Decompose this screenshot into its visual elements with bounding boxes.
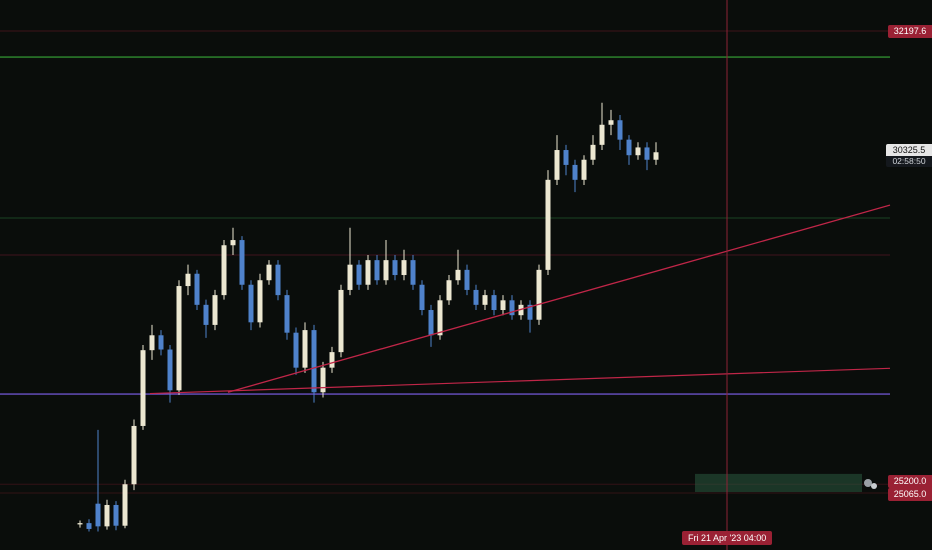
candle-body — [365, 260, 371, 285]
candle-body — [122, 484, 128, 526]
candle-countdown: 02:58:50 — [886, 156, 932, 167]
candle-body — [248, 284, 254, 323]
candle-body — [590, 144, 596, 160]
candle-body — [410, 260, 416, 285]
candle-body — [257, 280, 263, 323]
candle-body — [320, 367, 326, 393]
candle-body — [131, 425, 137, 485]
trend-line[interactable] — [227, 204, 891, 393]
candle-body — [563, 150, 569, 165]
candle-body — [482, 295, 488, 305]
price-zone[interactable] — [695, 473, 862, 493]
candle-body — [599, 124, 605, 145]
candle-body — [491, 295, 497, 311]
candle-body — [176, 286, 182, 391]
candle-body — [500, 300, 506, 311]
candle-body — [527, 304, 533, 320]
candle-body — [473, 289, 479, 305]
candle-body — [302, 330, 308, 368]
date-label: Fri 21 Apr '23 04:00 — [682, 531, 773, 545]
candle-body — [203, 304, 209, 325]
candle-body — [113, 504, 119, 526]
candle-body — [239, 240, 245, 285]
trend-line[interactable] — [149, 367, 891, 395]
candle-body — [626, 139, 632, 156]
candle-body — [338, 289, 344, 353]
candle-body — [140, 350, 146, 426]
candle-body — [437, 300, 443, 336]
candle-body — [158, 335, 164, 350]
candle-body — [545, 179, 551, 270]
candle-body — [446, 280, 452, 301]
candle-body — [464, 269, 470, 290]
candle-body — [167, 349, 173, 391]
price-level-label-zone-bottom: 25065.0 — [888, 488, 932, 501]
candle-body — [221, 245, 227, 296]
candle-body — [401, 260, 407, 276]
candle-body — [644, 147, 650, 160]
candle-body — [185, 273, 191, 287]
candle-body — [284, 295, 290, 333]
candle-body — [455, 269, 461, 281]
price-level-label-high: 32197.6 — [888, 25, 932, 38]
zone-icon-dot — [871, 483, 877, 489]
candle-body — [581, 159, 587, 180]
candle-body — [635, 147, 641, 156]
candle-body — [419, 284, 425, 311]
candle-body — [347, 264, 353, 290]
current-price-label: 30325.5 02:58:50 — [886, 144, 932, 167]
candle-body — [617, 120, 623, 140]
candle-body — [329, 352, 335, 368]
candle-body — [95, 503, 101, 527]
candle-body — [383, 260, 389, 281]
candle-body — [608, 120, 614, 125]
candle-body — [86, 523, 92, 529]
candle-body — [266, 264, 272, 281]
candle-body — [275, 264, 281, 296]
candle-body — [374, 260, 380, 281]
candle-body — [311, 330, 317, 393]
candle-body — [392, 260, 398, 276]
candle-body — [293, 332, 299, 368]
candle-body — [194, 273, 200, 305]
candle-body — [509, 300, 515, 316]
candle-body — [572, 164, 578, 180]
candle-body — [212, 295, 218, 325]
zone-icon[interactable] — [864, 479, 872, 487]
candle-body — [554, 150, 560, 180]
candle-body — [230, 240, 236, 246]
candle-body — [104, 504, 110, 527]
current-price-value: 30325.5 — [886, 144, 932, 156]
price-level-label-zone-top: 25200.0 — [888, 475, 932, 488]
candle-body — [77, 523, 83, 525]
candle-body — [356, 264, 362, 285]
candle-body — [536, 269, 542, 320]
candle-body — [149, 335, 155, 351]
candle-body — [428, 310, 434, 336]
candle-body — [653, 152, 659, 160]
